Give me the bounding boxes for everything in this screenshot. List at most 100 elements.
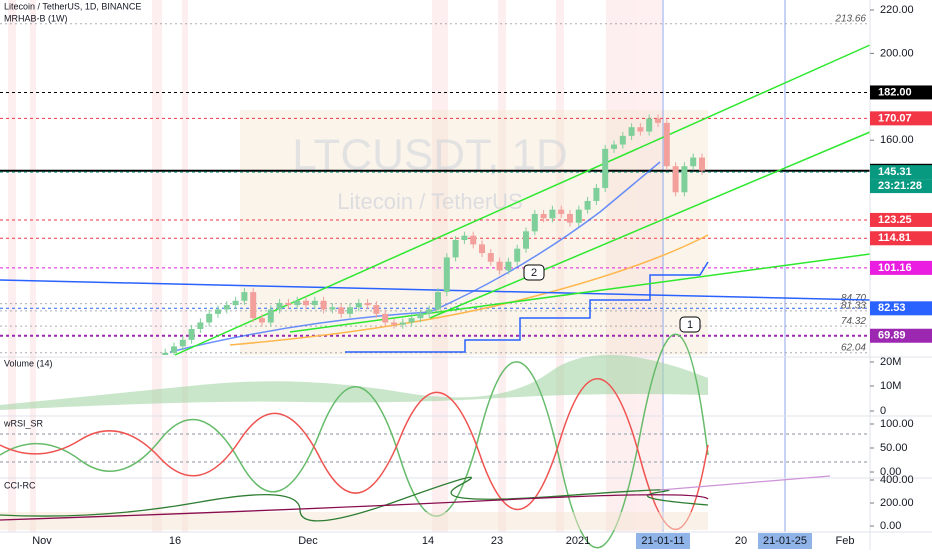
- drawings: [0, 44, 871, 356]
- candle: [531, 213, 538, 232]
- candles: [162, 114, 705, 355]
- price-label-box: [870, 260, 932, 275]
- level-label: 84.70: [841, 293, 866, 304]
- candle: [382, 313, 389, 323]
- candle: [672, 166, 679, 193]
- candle: [584, 200, 591, 210]
- candle: [259, 318, 265, 323]
- candle: [567, 213, 573, 223]
- price-label-box: [870, 231, 932, 246]
- candle: [611, 144, 617, 149]
- price-label: 69.89: [878, 330, 906, 342]
- candle: [593, 187, 600, 201]
- candle: [470, 235, 477, 245]
- level-label: 213.66: [834, 13, 866, 24]
- candle: [514, 248, 521, 262]
- candle: [461, 235, 468, 241]
- price-label: 170.07: [878, 112, 912, 124]
- panel-title: wRSI_SR: [3, 418, 44, 428]
- panel-tick-label: 0: [880, 405, 886, 417]
- candle: [443, 257, 450, 293]
- candle: [575, 209, 582, 223]
- candle: [452, 240, 459, 258]
- callout: 2: [523, 264, 545, 281]
- candle: [223, 305, 230, 310]
- level-label: 81.33: [841, 301, 866, 312]
- panel-tick-label: 20M: [880, 356, 901, 368]
- candle: [329, 307, 336, 310]
- candle: [655, 118, 661, 123]
- rsi-panel: [0, 333, 870, 549]
- candle: [637, 127, 644, 132]
- candle: [435, 292, 441, 310]
- candle: [690, 157, 697, 167]
- price-label-box: [870, 301, 932, 316]
- candle: [408, 318, 415, 323]
- price-label: 123.25: [878, 214, 912, 226]
- candle: [162, 352, 169, 355]
- date-label: 21-01-25: [763, 535, 807, 547]
- price-label: 82.53: [878, 302, 906, 314]
- axes: 220.00200.00160.00182.00170.07145.90145.…: [3, 4, 932, 549]
- countdown: 23:21:28: [878, 180, 922, 192]
- panel-title: Volume (14): [4, 358, 53, 368]
- indicator-info: MRHAB-B (1W): [4, 13, 68, 23]
- date-label: 20: [735, 535, 747, 547]
- candle: [373, 305, 380, 314]
- candle: [241, 292, 248, 301]
- level-label: 74.32: [841, 316, 866, 327]
- candle: [215, 309, 221, 314]
- candle: [320, 300, 327, 310]
- callout: 1: [679, 316, 701, 333]
- candle: [417, 313, 424, 319]
- price-tick-label: 200.00: [880, 47, 914, 59]
- candle: [197, 322, 204, 329]
- zone: [240, 110, 708, 355]
- callout-label: 1: [687, 319, 693, 331]
- callout-label: 2: [531, 267, 537, 279]
- price-label-box: [870, 111, 932, 126]
- candle: [347, 307, 353, 314]
- candle: [364, 302, 371, 306]
- symbol-info: Litecoin / TetherUS, 1D, BINANCE: [4, 1, 141, 11]
- panel-title: CCI-RC: [4, 480, 36, 490]
- candle: [646, 118, 653, 132]
- date-label: Dec: [298, 535, 318, 547]
- candle: [232, 300, 239, 306]
- candle: [496, 261, 503, 271]
- countdown-box: [870, 179, 932, 194]
- date-highlight: [636, 533, 690, 549]
- candle: [505, 261, 512, 271]
- candle: [171, 346, 177, 353]
- candle: [294, 300, 301, 306]
- candle: [426, 309, 433, 314]
- candle: [179, 339, 186, 347]
- date-label: Nov: [32, 535, 52, 547]
- candle: [399, 322, 406, 325]
- candle: [391, 322, 397, 325]
- panel-tick-label: 0.00: [880, 466, 901, 478]
- volume-panel: [0, 354, 708, 410]
- price-label-box: [870, 165, 932, 180]
- panel-tick-label: 10M: [880, 380, 901, 392]
- candle: [355, 302, 362, 308]
- price-label-box: [870, 328, 932, 343]
- candle: [276, 302, 283, 310]
- panel-tick-label: 0.00: [880, 520, 901, 532]
- candle: [663, 122, 670, 167]
- date-label: 21-01-11: [641, 535, 684, 547]
- level-label: 62.04: [841, 342, 866, 353]
- candle: [549, 209, 556, 219]
- candle: [681, 166, 688, 193]
- candle: [338, 307, 345, 314]
- date-label: 23: [491, 535, 503, 547]
- candle: [628, 127, 635, 136]
- panel-tick-label: 100.00: [880, 418, 914, 430]
- watermark-sub: Litecoin / TetherUS: [337, 189, 522, 214]
- candle: [303, 300, 309, 306]
- panel-tick-label: 50.00: [880, 442, 908, 454]
- candle: [523, 231, 529, 249]
- date-label: 16: [169, 535, 181, 547]
